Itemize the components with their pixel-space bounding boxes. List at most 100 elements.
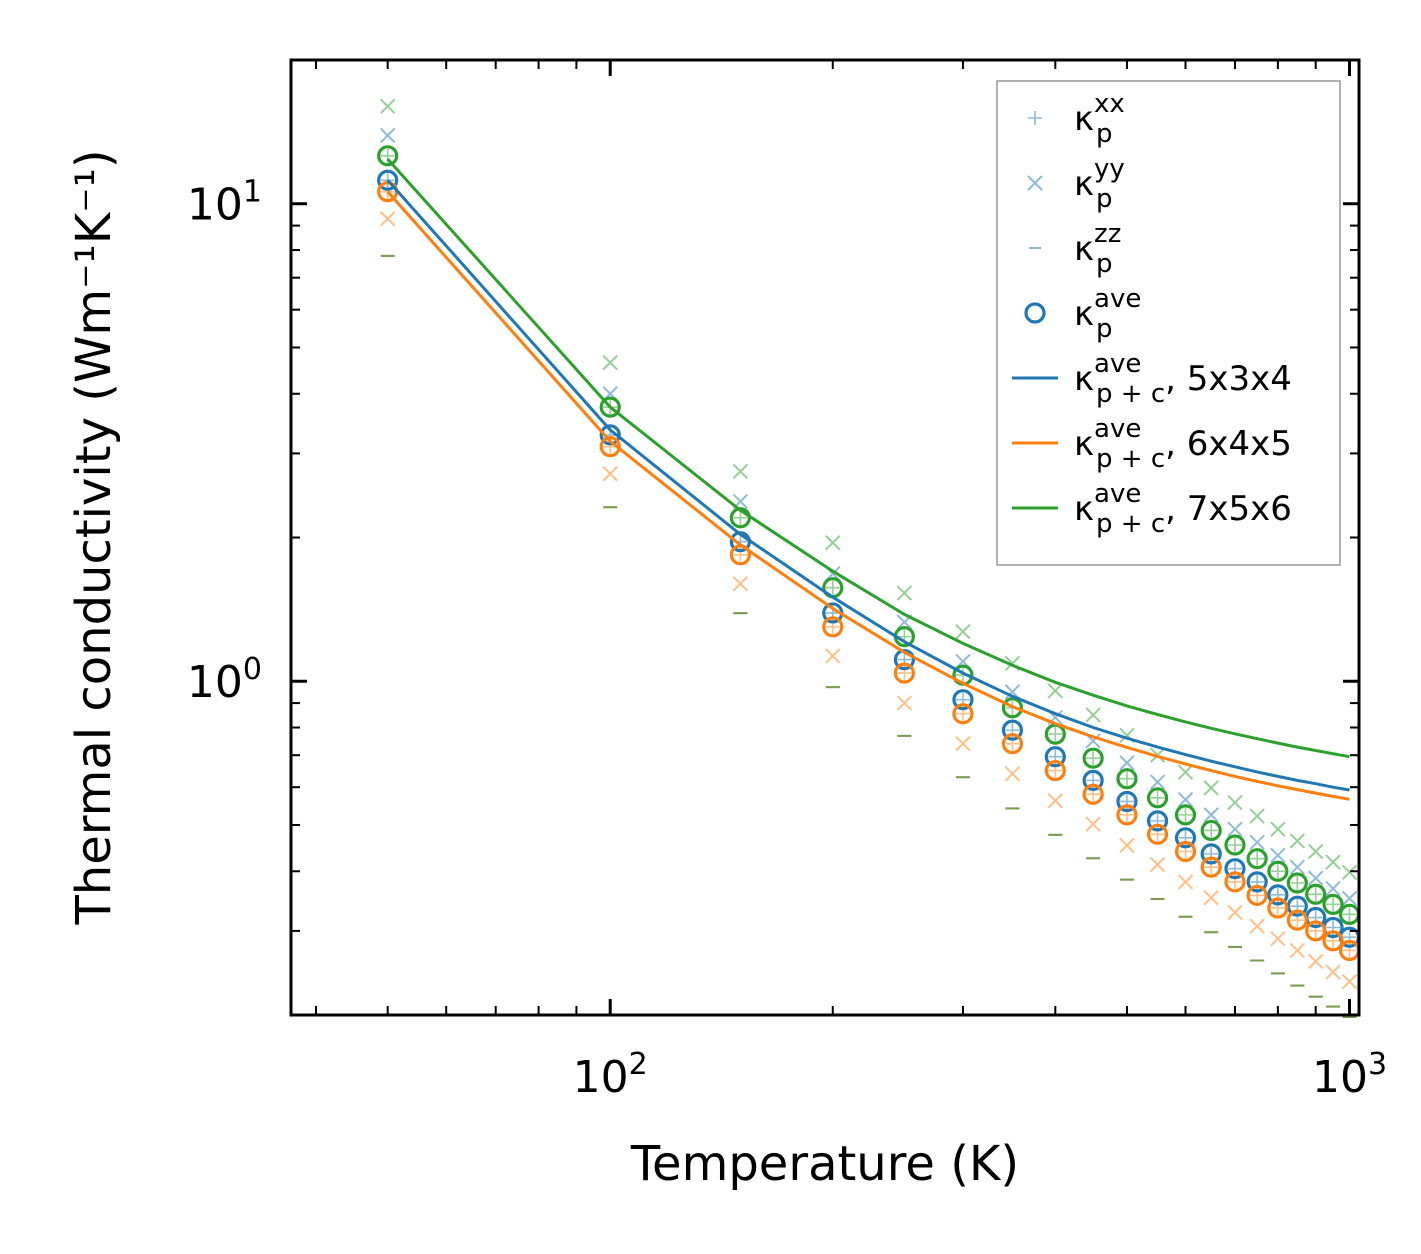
kappa-ave-point-7x5x6 — [1224, 834, 1246, 856]
kappa-xx-point-7x5x6 — [1326, 897, 1341, 912]
x-tick-label: 102 — [573, 1047, 648, 1103]
y-axis-title: Thermal conductivity (Wm⁻¹K⁻¹) — [66, 149, 122, 925]
kappa-yy-point-7x5x6 — [1227, 794, 1243, 811]
kappa-yy-point-5x3x4 — [379, 127, 396, 144]
y-tick-label: 101 — [187, 175, 262, 231]
kappa-ave-point-5x3x4 — [1224, 858, 1246, 880]
kappa-yy-point-7x5x6 — [896, 585, 913, 601]
kappa-yy-point-6x4x5 — [1004, 766, 1021, 782]
kappa-ave-point-5x3x4 — [1001, 719, 1024, 741]
kappa-yy-point-7x5x6 — [955, 623, 971, 640]
kappa-ave-point-6x4x5 — [1267, 897, 1289, 919]
kappa-yy-point-7x5x6 — [1270, 821, 1286, 837]
kappa-ave-point-6x4x5 — [1082, 783, 1104, 805]
kappa-ave-point-7x5x6 — [1305, 883, 1327, 905]
kappa-ave-point-7x5x6 — [1082, 747, 1104, 769]
kappa-ave-point-7x5x6 — [1246, 848, 1268, 870]
kappa-yy-point-7x5x6 — [1177, 764, 1194, 780]
kappa-yy-point-7x5x6 — [1085, 707, 1101, 723]
kappa-ave-point-7x5x6 — [1322, 893, 1344, 915]
kappa-xx-point-7x5x6 — [1270, 864, 1285, 879]
legend-marker-circle — [1024, 302, 1046, 324]
kappa-ave-point-5x3x4 — [1116, 790, 1138, 813]
kappa-yy-point-7x5x6 — [1203, 780, 1219, 796]
kappa-ave-point-7x5x6 — [1174, 804, 1197, 826]
kappa-ave-point-6x4x5 — [1224, 871, 1246, 893]
kappa-yy-point-7x5x6 — [732, 463, 749, 480]
legend-box — [996, 80, 1341, 566]
kappa-yy-point-7x5x6 — [1249, 808, 1265, 824]
kappa-ave-point-5x3x4 — [1286, 895, 1308, 917]
kappa-ave-point-7x5x6 — [1267, 860, 1289, 882]
kappa-yy-point-5x3x4 — [1177, 791, 1194, 808]
kappa-ave-point-7x5x6 — [1001, 697, 1024, 719]
kappa-ave-point-7x5x6 — [599, 396, 621, 418]
kappa-xx-point-7x5x6 — [1290, 875, 1305, 890]
kappa-xx-point-7x5x6 — [1086, 751, 1101, 766]
legend-marker-plus — [1028, 111, 1042, 125]
kappa-yy-point-6x4x5 — [1307, 953, 1324, 970]
kappa-yy-point-5x3x4 — [1004, 684, 1021, 700]
kappa-ave-point-5x3x4 — [1044, 746, 1066, 768]
kappa-ave-point-5x3x4 — [1082, 769, 1104, 791]
x-tick-label: 103 — [1312, 1047, 1387, 1103]
kappa-ave-point-5x3x4 — [952, 689, 974, 711]
kappa-yy-point-5x3x4 — [1307, 870, 1324, 886]
kappa-ave-point-6x4x5 — [893, 662, 916, 684]
kappa-yy-point-6x4x5 — [825, 648, 841, 664]
kappa-ave-point-5x3x4 — [1200, 843, 1222, 865]
y-tick-label: 100 — [187, 652, 262, 708]
kappa-xx-point-7x5x6 — [1048, 727, 1063, 742]
kappa-ave-point-6x4x5 — [1286, 909, 1308, 931]
kappa-ave-point-5x3x4 — [599, 424, 621, 446]
kappa-yy-point-6x4x5 — [1270, 930, 1286, 947]
kappa-yy-point-5x3x4 — [1249, 834, 1265, 850]
kappa-yy-point-6x4x5 — [1149, 856, 1166, 873]
kappa-yy-point-6x4x5 — [1341, 973, 1358, 990]
data-markers — [377, 98, 1361, 1018]
kappa-yy-point-7x5x6 — [1047, 683, 1064, 699]
kappa-xx-point-7x5x6 — [1250, 851, 1265, 866]
kappa-xx-point-6x4x5 — [380, 184, 395, 199]
kappa-ave-point-6x4x5 — [1174, 840, 1197, 863]
kappa-xx-point-7x5x6 — [1119, 771, 1134, 786]
kappa-ave-point-6x4x5 — [1044, 759, 1066, 782]
kappa-yy-point-6x4x5 — [1047, 793, 1064, 809]
kappa-pc-line-7x5x6 — [386, 158, 1350, 759]
kappa-yy-point-6x4x5 — [732, 576, 749, 592]
kappa-ave-point-6x4x5 — [1001, 733, 1024, 755]
axis-ticks — [291, 59, 1359, 1016]
x-axis-title: Temperature (K) — [630, 1136, 1019, 1192]
kappa-ave-point-6x4x5 — [1116, 804, 1138, 826]
kappa-ave-point-6x4x5 — [1146, 823, 1169, 845]
series-lines — [386, 158, 1350, 801]
kappa-xx-point-7x5x6 — [825, 580, 840, 595]
kappa-ave-point-7x5x6 — [1286, 872, 1308, 894]
kappa-xx-point-7x5x6 — [1342, 907, 1357, 922]
kappa-ave-point-5x3x4 — [1174, 827, 1197, 849]
kappa-ave-point-6x4x5 — [952, 703, 974, 725]
kappa-yy-point-6x4x5 — [1249, 918, 1265, 934]
kappa-ave-point-5x3x4 — [1146, 810, 1169, 832]
kappa-xx-point-7x5x6 — [733, 510, 748, 525]
kappa-yy-point-5x3x4 — [1289, 859, 1306, 875]
kappa-yy-point-6x4x5 — [1289, 942, 1306, 959]
kappa-xx-point-7x5x6 — [1308, 887, 1323, 902]
kappa-yy-point-6x4x5 — [896, 695, 913, 711]
kappa-pc-line-5x3x4 — [386, 179, 1350, 792]
kappa-pc-line-6x4x5 — [386, 190, 1350, 801]
kappa-yy-point-5x3x4 — [1227, 821, 1243, 837]
kappa-yy-point-5x3x4 — [1270, 847, 1286, 864]
kappa-xx-point-7x5x6 — [1150, 790, 1165, 805]
kappa-ave-point-7x5x6 — [1200, 819, 1222, 842]
kappa-ave-point-5x3x4 — [1246, 871, 1268, 893]
kappa-yy-point-5x3x4 — [1149, 774, 1166, 790]
kappa-yy-point-5x3x4 — [1341, 890, 1358, 907]
legend-label: κave p + c, 5x3x4 — [1074, 349, 1292, 409]
kappa-yy-point-7x5x6 — [1289, 833, 1306, 849]
kappa-ave-point-6x4x5 — [1200, 856, 1222, 878]
kappa-yy-point-6x4x5 — [1227, 904, 1243, 921]
kappa-yy-point-7x5x6 — [1341, 864, 1358, 881]
